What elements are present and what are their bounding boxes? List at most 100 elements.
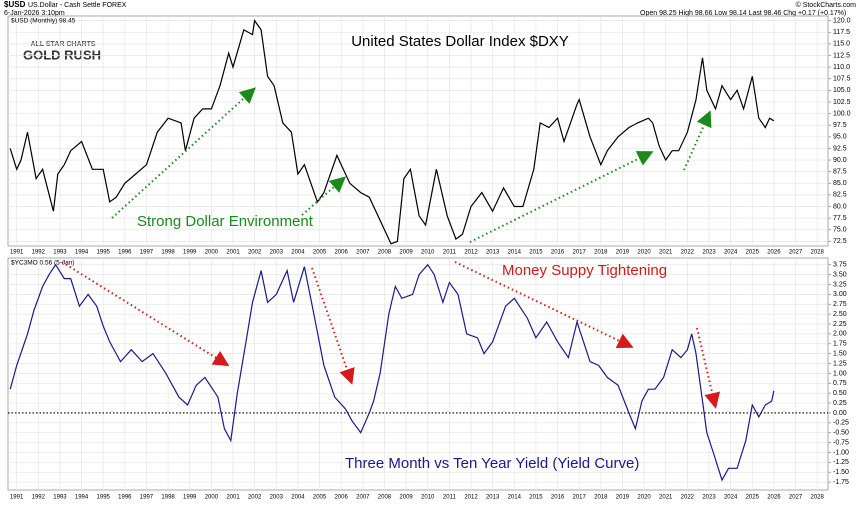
x-tick-label: 2006 — [335, 495, 349, 501]
x-tick-label: 2017 — [573, 495, 587, 501]
date: 6-Jan-2026 3:10pm — [4, 10, 65, 17]
x-tick-label: 2027 — [789, 495, 803, 501]
y-tick-label: 1.50 — [833, 350, 847, 357]
y-tick-label: 1.00 — [833, 370, 847, 377]
arrow — [301, 176, 347, 216]
arrow — [469, 151, 654, 243]
x-tick-label: 2015 — [529, 250, 543, 256]
x-tick-label: 2028 — [811, 495, 825, 501]
x-tick-label: 2023 — [702, 250, 716, 256]
y-tick-label: 97.5 — [833, 122, 847, 129]
x-tick-label: 2011 — [443, 495, 457, 501]
top-panel — [7, 15, 829, 247]
y-tick-label: -0.75 — [833, 439, 849, 446]
data-line — [9, 19, 775, 245]
symbol: $USD — [4, 0, 26, 9]
x-tick-label: 2021 — [659, 495, 673, 501]
bottom-panel — [7, 257, 829, 491]
x-tick-label: 1996 — [118, 495, 132, 501]
y-tick-label: 3.75 — [833, 262, 847, 269]
x-tick-label: 1991 — [10, 495, 24, 501]
y-tick-label: 0.50 — [833, 390, 847, 397]
y-tick-label: 2.00 — [833, 331, 847, 338]
y-tick-label: 0.00 — [833, 410, 847, 417]
x-tick-label: 2027 — [789, 250, 803, 256]
x-tick-label: 2018 — [594, 250, 608, 256]
y-tick-label: 2.50 — [833, 311, 847, 318]
x-tick-label: 2017 — [573, 250, 587, 256]
x-tick-label: 1993 — [53, 250, 67, 256]
annotation: Strong Dollar Environment — [137, 213, 314, 230]
x-tick-label: 2024 — [724, 495, 738, 501]
chart-title: United States Dollar Index $DXY — [351, 33, 569, 50]
x-tick-label: 2010 — [421, 250, 435, 256]
x-tick-label: 2021 — [659, 250, 673, 256]
y-tick-label: -1.75 — [833, 479, 849, 486]
x-tick-label: 2004 — [291, 250, 305, 256]
y-tick-label: 1.25 — [833, 360, 847, 367]
x-tick-label: 2026 — [767, 250, 781, 256]
x-tick-label: 2006 — [335, 250, 349, 256]
x-tick-label: 2012 — [464, 250, 478, 256]
y-tick-label: 77.5 — [833, 215, 847, 222]
y-tick-label: 115.0 — [833, 41, 850, 48]
x-tick-label: 1992 — [32, 250, 46, 256]
x-tick-label: 2000 — [205, 250, 219, 256]
arrow — [111, 87, 256, 219]
x-tick-label: 2005 — [313, 250, 327, 256]
x-tick-label: 2015 — [529, 495, 543, 501]
x-tick-label: 2014 — [508, 250, 522, 256]
x-tick-label: 1996 — [118, 250, 132, 256]
y-tick-label: 3.00 — [833, 291, 847, 298]
y-tick-label: -1.00 — [833, 449, 849, 456]
y-tick-label: 3.25 — [833, 281, 847, 288]
x-tick-label: 2013 — [486, 250, 500, 256]
x-tick-label: 2007 — [356, 495, 370, 501]
y-tick-label: 72.5 — [833, 238, 847, 245]
x-tick-label: 2025 — [746, 495, 760, 501]
x-tick-label: 2019 — [616, 250, 630, 256]
y-tick-label: 85.0 — [833, 180, 847, 187]
x-tick-label: 2011 — [443, 250, 457, 256]
y-tick-label: 107.5 — [833, 76, 851, 83]
y-tick-label: 110.0 — [833, 64, 850, 71]
x-tick-label: 1997 — [140, 250, 154, 256]
annotation: Money Suppy Tightening — [502, 262, 667, 279]
y-tick-label: 105.0 — [833, 87, 851, 94]
x-tick-label: 2022 — [681, 495, 695, 501]
arrows — [61, 87, 721, 409]
logo-line2: GOLD RUSH — [23, 47, 101, 62]
x-tick-label: 2009 — [399, 250, 413, 256]
credit: © StockCharts.com — [796, 1, 857, 9]
y-tick-label: 2.75 — [833, 301, 847, 308]
x-tick-label: 2007 — [356, 250, 370, 256]
x-tick-label: 2010 — [421, 495, 435, 501]
x-tick-label: 1994 — [75, 495, 89, 501]
y-tick-label: 75.0 — [833, 227, 847, 234]
y-tick-label: 82.5 — [833, 192, 847, 199]
x-tick-label: 2028 — [811, 250, 825, 256]
x-tick-label: 2019 — [616, 495, 630, 501]
x-tick-label: 1991 — [10, 250, 24, 256]
y-tick-label: 92.5 — [833, 145, 847, 152]
x-tick-label: 2026 — [767, 495, 781, 501]
legend-entry: $USD (Monthly) 98.45 — [11, 18, 76, 25]
y-tick-label: 0.75 — [833, 380, 847, 387]
y-tick-label: 3.50 — [833, 271, 847, 278]
y-tick-label: 112.5 — [833, 52, 850, 59]
x-tick-label: 2016 — [551, 495, 565, 501]
x-tick-label: 2020 — [637, 250, 651, 256]
arrow — [311, 267, 355, 385]
x-tick-label: 2022 — [681, 250, 695, 256]
x-tick-label: 2025 — [746, 250, 760, 256]
y-tick-label: 2.25 — [833, 321, 847, 328]
x-tick-label: 1992 — [32, 495, 46, 501]
x-tick-label: 2005 — [313, 495, 327, 501]
y-tick-label: 120.0 — [833, 17, 851, 24]
x-tick-label: 2001 — [226, 250, 240, 256]
x-tick-label: 2013 — [486, 495, 500, 501]
y-tick-label: -0.50 — [833, 430, 849, 437]
y-tick-label: 90.0 — [833, 157, 847, 164]
x-tick-label: 1998 — [161, 495, 175, 501]
